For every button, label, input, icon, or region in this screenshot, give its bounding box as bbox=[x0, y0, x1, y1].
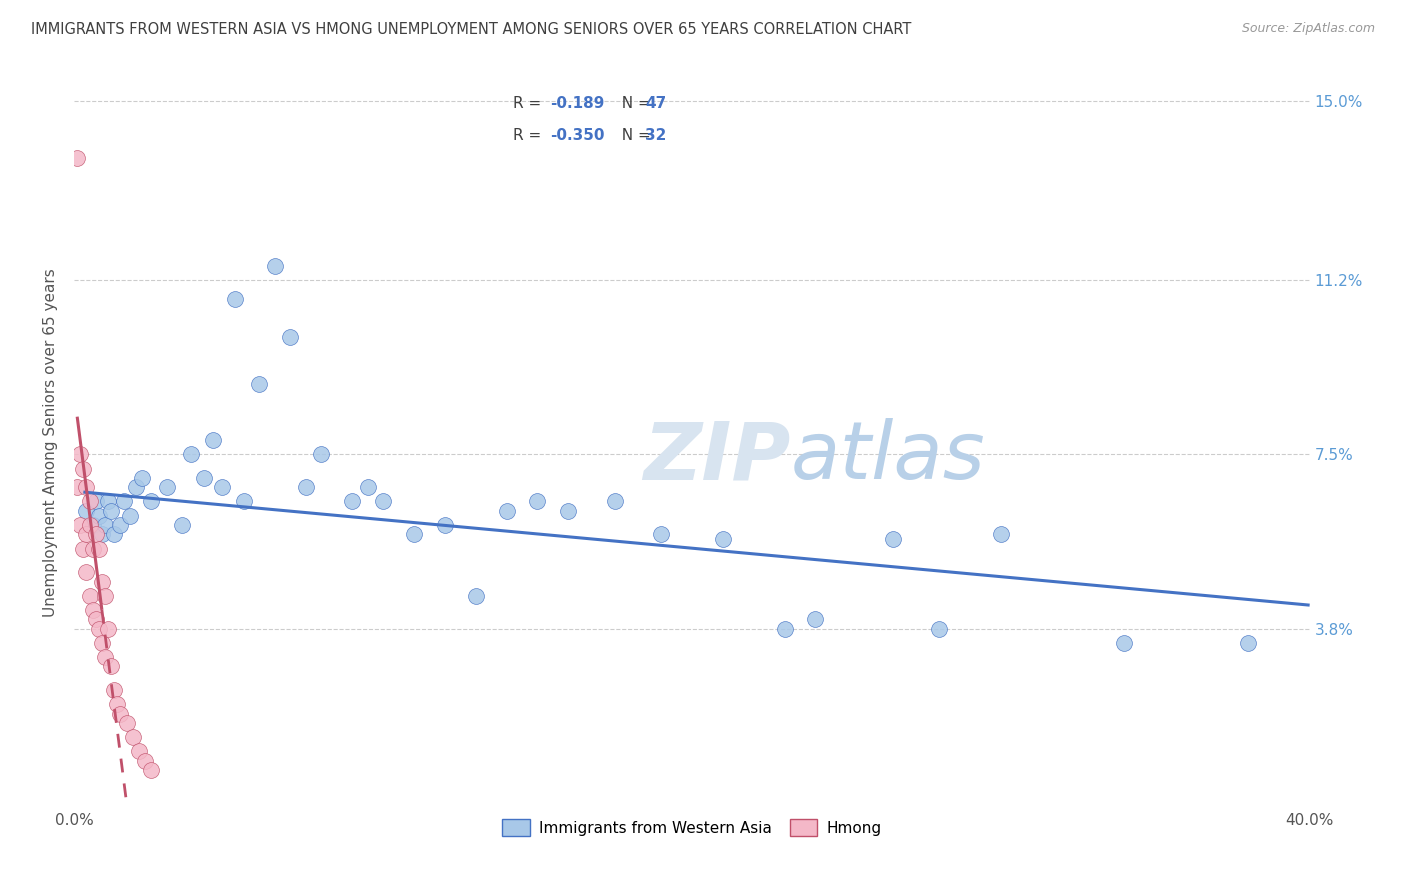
Point bbox=[125, 480, 148, 494]
Text: -0.350: -0.350 bbox=[550, 128, 605, 144]
Point bbox=[118, 508, 141, 523]
Point bbox=[804, 612, 827, 626]
Text: IMMIGRANTS FROM WESTERN ASIA VS HMONG UNEMPLOYMENT AMONG SENIORS OVER 65 YEARS C: IMMIGRANTS FROM WESTERN ASIA VS HMONG UN… bbox=[31, 22, 911, 37]
Text: N =: N = bbox=[612, 96, 655, 112]
Point bbox=[90, 527, 112, 541]
Point bbox=[464, 589, 486, 603]
Point bbox=[84, 494, 107, 508]
Point bbox=[75, 527, 97, 541]
Point bbox=[650, 527, 672, 541]
Point bbox=[526, 494, 548, 508]
Point bbox=[193, 471, 215, 485]
Legend: Immigrants from Western Asia, Hmong: Immigrants from Western Asia, Hmong bbox=[495, 811, 890, 844]
Point bbox=[110, 706, 132, 721]
Point bbox=[94, 589, 117, 603]
Point bbox=[90, 574, 112, 589]
Point bbox=[156, 480, 179, 494]
Point bbox=[84, 612, 107, 626]
Point bbox=[72, 461, 94, 475]
Point bbox=[224, 292, 246, 306]
Point bbox=[100, 659, 122, 673]
Point bbox=[82, 518, 104, 533]
Point bbox=[82, 603, 104, 617]
Point bbox=[141, 763, 163, 777]
Text: 47: 47 bbox=[645, 96, 666, 112]
Point bbox=[711, 532, 734, 546]
Point bbox=[233, 494, 256, 508]
Point bbox=[66, 151, 89, 165]
Point bbox=[69, 518, 91, 533]
Point bbox=[211, 480, 233, 494]
Text: atlas: atlas bbox=[790, 418, 986, 496]
Point bbox=[84, 527, 107, 541]
Point bbox=[103, 527, 125, 541]
Point bbox=[928, 622, 950, 636]
Point bbox=[72, 541, 94, 556]
Point bbox=[82, 541, 104, 556]
Text: R =: R = bbox=[513, 96, 546, 112]
Point bbox=[75, 480, 97, 494]
Point bbox=[115, 715, 138, 730]
Point bbox=[103, 682, 125, 697]
Point bbox=[100, 504, 122, 518]
Point bbox=[309, 447, 332, 461]
Point bbox=[69, 447, 91, 461]
Point bbox=[495, 504, 517, 518]
Point bbox=[66, 480, 89, 494]
Point bbox=[134, 754, 156, 768]
Point bbox=[97, 622, 120, 636]
Text: R =: R = bbox=[513, 128, 546, 144]
Point bbox=[603, 494, 626, 508]
Point bbox=[110, 518, 132, 533]
Point bbox=[121, 730, 143, 744]
Point bbox=[75, 565, 97, 579]
Point bbox=[202, 434, 225, 448]
Point bbox=[90, 636, 112, 650]
Point bbox=[87, 508, 110, 523]
Point bbox=[1114, 636, 1136, 650]
Point bbox=[249, 376, 271, 391]
Point bbox=[87, 622, 110, 636]
Point bbox=[402, 527, 425, 541]
Text: N =: N = bbox=[612, 128, 655, 144]
Point bbox=[180, 447, 202, 461]
Point bbox=[79, 518, 101, 533]
Text: ZIP: ZIP bbox=[644, 418, 790, 496]
Point bbox=[141, 494, 163, 508]
Point bbox=[882, 532, 904, 546]
Point bbox=[97, 494, 120, 508]
Point bbox=[433, 518, 456, 533]
Point bbox=[557, 504, 579, 518]
Point bbox=[340, 494, 363, 508]
Point bbox=[1237, 636, 1260, 650]
Point bbox=[131, 471, 153, 485]
Point bbox=[172, 518, 194, 533]
Point bbox=[773, 622, 796, 636]
Point bbox=[990, 527, 1012, 541]
Point bbox=[356, 480, 378, 494]
Point bbox=[105, 697, 128, 711]
Point bbox=[294, 480, 316, 494]
Point bbox=[278, 329, 301, 343]
Text: 32: 32 bbox=[645, 128, 666, 144]
Point bbox=[371, 494, 394, 508]
Point bbox=[263, 259, 285, 273]
Text: -0.189: -0.189 bbox=[550, 96, 605, 112]
Point bbox=[112, 494, 135, 508]
Text: Source: ZipAtlas.com: Source: ZipAtlas.com bbox=[1241, 22, 1375, 36]
Point bbox=[75, 504, 97, 518]
Point bbox=[94, 518, 117, 533]
Point bbox=[79, 494, 101, 508]
Point bbox=[94, 650, 117, 665]
Point bbox=[79, 589, 101, 603]
Point bbox=[87, 541, 110, 556]
Y-axis label: Unemployment Among Seniors over 65 years: Unemployment Among Seniors over 65 years bbox=[44, 268, 58, 617]
Point bbox=[128, 744, 150, 758]
